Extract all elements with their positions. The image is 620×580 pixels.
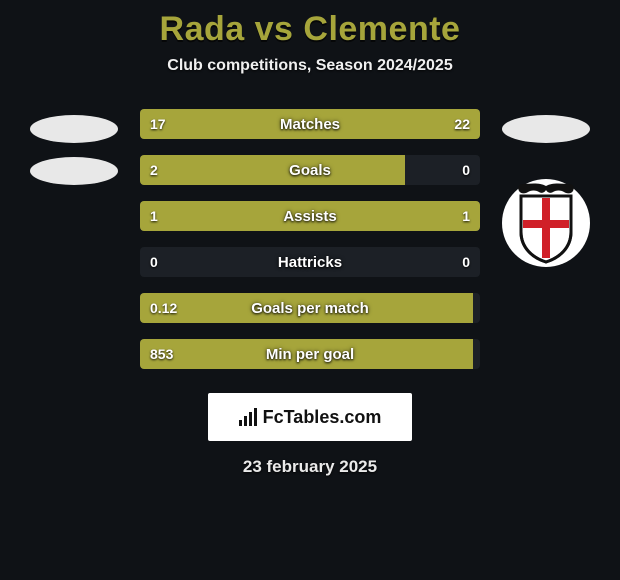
date-line: 23 february 2025: [0, 457, 620, 477]
stat-bar: 11Assists: [140, 201, 480, 231]
player-placeholder: [30, 115, 118, 143]
stat-bars: 1722Matches20Goals11Assists00Hattricks0.…: [140, 109, 480, 369]
stat-label: Hattricks: [140, 247, 480, 277]
stat-value-right: 22: [454, 109, 470, 139]
comparison-card: Rada vs Clemente Club competitions, Seas…: [0, 0, 620, 477]
stat-value-right: 0: [462, 155, 470, 185]
right-player-column: [496, 109, 596, 267]
stat-bar-fill-right: [310, 201, 480, 231]
stat-value-left: 1: [150, 201, 158, 231]
main-row: 1722Matches20Goals11Assists00Hattricks0.…: [0, 109, 620, 369]
stat-value-left: 0: [150, 247, 158, 277]
stat-value-left: 2: [150, 155, 158, 185]
left-player-column: [24, 109, 124, 185]
stat-bar-fill-left: [140, 155, 405, 185]
stat-bar-fill-right: [276, 109, 480, 139]
stat-bar-fill-left: [140, 339, 473, 369]
watermark: FcTables.com: [208, 393, 412, 441]
stat-value-left: 0.12: [150, 293, 177, 323]
watermark-text: FcTables.com: [263, 407, 382, 428]
stat-value-left: 853: [150, 339, 173, 369]
stat-bar: 0.12Goals per match: [140, 293, 480, 323]
stat-bar: 0 0Hattricks: [140, 247, 480, 277]
page-subtitle: Club competitions, Season 2024/2025: [0, 57, 620, 75]
stat-value-right: 0: [462, 247, 470, 277]
stat-value-left: 17: [150, 109, 166, 139]
stat-value-right: 1: [462, 201, 470, 231]
club-crest-icon: [502, 179, 590, 267]
player-placeholder: [30, 157, 118, 185]
player-placeholder: [502, 115, 590, 143]
stat-bar: 20Goals: [140, 155, 480, 185]
stat-bar-fill-left: [140, 201, 310, 231]
stat-bar-fill-left: [140, 293, 473, 323]
page-title: Rada vs Clemente: [0, 10, 620, 49]
stat-bar: 853Min per goal: [140, 339, 480, 369]
watermark-bars-icon: [239, 408, 257, 426]
stat-bar: 1722Matches: [140, 109, 480, 139]
